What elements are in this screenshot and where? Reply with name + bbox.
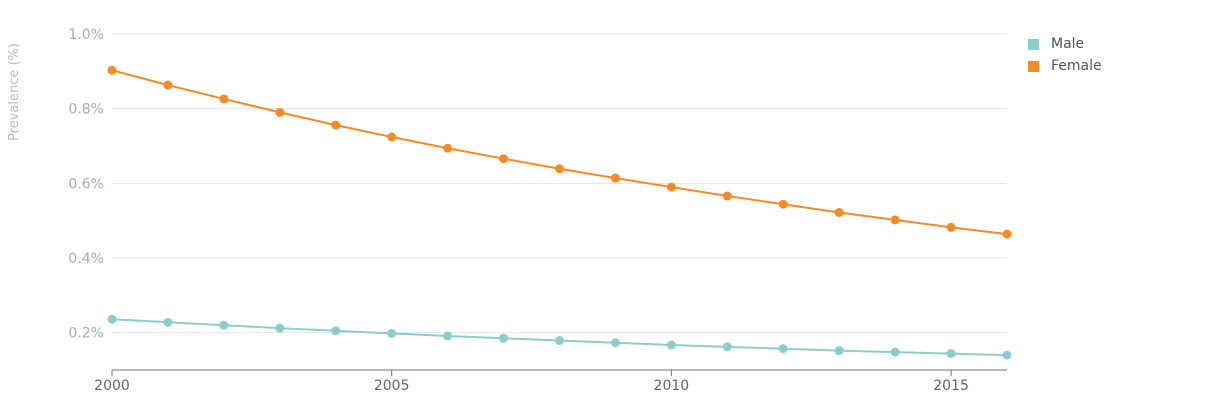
data-point-male (610, 338, 620, 348)
legend-item-female[interactable]: Female (1028, 55, 1102, 77)
data-point-female (107, 65, 117, 75)
data-point-female (443, 143, 453, 153)
data-point-female (275, 107, 285, 117)
x-tick-label: 2005 (374, 378, 410, 394)
data-point-male (834, 346, 844, 356)
data-point-female (946, 222, 956, 232)
data-point-female (890, 215, 900, 225)
legend-swatch-male (1028, 38, 1039, 50)
data-point-male (666, 340, 676, 350)
data-point-female (722, 191, 732, 201)
y-tick-label: 0.4% (68, 251, 104, 267)
data-point-male (387, 328, 397, 338)
data-point-male (107, 314, 117, 324)
data-point-female (499, 154, 509, 164)
x-tick-label: 2000 (94, 378, 130, 394)
y-axis-label: Prevalence (%) (7, 43, 22, 141)
series-line-female (111, 69, 1008, 236)
legend: Male Female (1028, 33, 1102, 77)
y-tick-label: 0.2% (68, 326, 104, 342)
data-point-male (722, 342, 732, 352)
data-point-male (890, 347, 900, 357)
gridlines (112, 33, 1007, 334)
legend-label-male: Male (1051, 36, 1085, 52)
axes: 0.2% 0.4% 0.6% 0.8% 1.0% 2000 2005 2010 2015 (68, 27, 1007, 394)
data-point-female (219, 94, 229, 104)
data-point-female (1002, 229, 1012, 239)
data-point-female (610, 173, 620, 183)
data-point-female (387, 132, 397, 142)
y-tick-label: 0.8% (68, 102, 104, 118)
data-point-male (275, 323, 285, 333)
data-point-male (443, 331, 453, 341)
data-point-female (834, 207, 844, 217)
data-point-male (946, 349, 956, 359)
x-tick-label: 2010 (654, 378, 690, 394)
data-point-male (163, 317, 173, 327)
data-point-female (163, 80, 173, 90)
data-point-female (331, 120, 341, 130)
data-point-male (219, 320, 229, 330)
series-layer (107, 65, 1012, 360)
data-point-male (555, 336, 564, 346)
data-point-male (1002, 350, 1012, 360)
y-tick-label: 0.6% (68, 176, 104, 192)
data-point-female (778, 199, 788, 209)
x-tick-label: 2015 (933, 378, 969, 394)
data-point-female (666, 182, 676, 192)
legend-item-male[interactable]: Male (1028, 33, 1102, 55)
data-point-male (778, 344, 788, 354)
data-point-male (499, 333, 509, 343)
data-point-male (331, 326, 341, 336)
legend-swatch-female (1028, 60, 1039, 72)
data-point-female (555, 164, 564, 174)
y-tick-label: 1.0% (68, 27, 104, 43)
legend-label-female: Female (1051, 58, 1102, 74)
